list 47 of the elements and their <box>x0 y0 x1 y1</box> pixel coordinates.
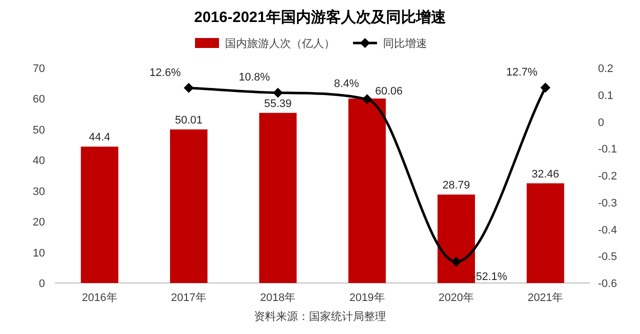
chart-title: 2016-2021年国内游客人次及同比增速 <box>194 8 447 26</box>
x-tick-label: 2016年 <box>82 292 118 304</box>
bar <box>259 112 297 283</box>
data-label: 32.46 <box>532 168 560 180</box>
x-tick-label: 2018年 <box>260 292 296 304</box>
point <box>451 256 462 267</box>
y-tick-label: 40 <box>32 155 45 168</box>
x-tick-label: 2019年 <box>349 292 385 304</box>
legend-label: 国内旅游人次（亿人） <box>225 37 335 50</box>
point <box>540 82 550 93</box>
y-tick-label: 60 <box>32 94 45 106</box>
data-label: 8.4% <box>334 78 360 90</box>
bar <box>170 129 208 283</box>
y2-tick-label: -0.3 <box>598 197 617 210</box>
point <box>184 82 194 93</box>
bar <box>348 98 386 283</box>
point <box>362 94 372 104</box>
data-label: 44.4 <box>88 132 110 144</box>
y2-tick-label: 0.2 <box>598 63 614 75</box>
y2-tick-label: -0.4 <box>598 224 617 236</box>
y-tick-label: 70 <box>32 63 45 75</box>
y2-tick-label: -0.6 <box>598 278 617 290</box>
y-tick-label: 30 <box>32 186 45 198</box>
y-tick-label: 0 <box>38 278 45 290</box>
x-tick-label: 2017年 <box>171 292 206 304</box>
data-label: 55.39 <box>264 98 292 110</box>
bar <box>80 146 118 283</box>
y-tick-label: 10 <box>32 247 45 260</box>
y2-tick-label: -0.5 <box>598 251 617 264</box>
bar <box>526 183 564 283</box>
legend-label: 同比增速 <box>383 37 427 50</box>
text: 资料来源：国家统计局整理 <box>254 310 386 323</box>
data-label: 60.06 <box>375 86 403 98</box>
y2-tick-label: 0.1 <box>598 90 614 102</box>
y-tick-label: 20 <box>32 216 45 229</box>
x-tick-label: 2021年 <box>528 292 564 304</box>
y-tick-label: 50 <box>32 124 45 136</box>
data-label: 28.79 <box>442 180 470 192</box>
data-label: 12.6% <box>150 66 181 79</box>
y2-tick-label: -0.1 <box>598 144 617 156</box>
point <box>272 88 283 98</box>
y2-tick-label: -0.2 <box>598 170 617 182</box>
data-label: 12.7% <box>506 66 538 79</box>
y2-tick-label: 0 <box>598 116 604 129</box>
data-label: 50.01 <box>174 114 203 126</box>
data-label: 10.8% <box>238 72 270 84</box>
x-tick-label: 2020年 <box>438 292 474 304</box>
